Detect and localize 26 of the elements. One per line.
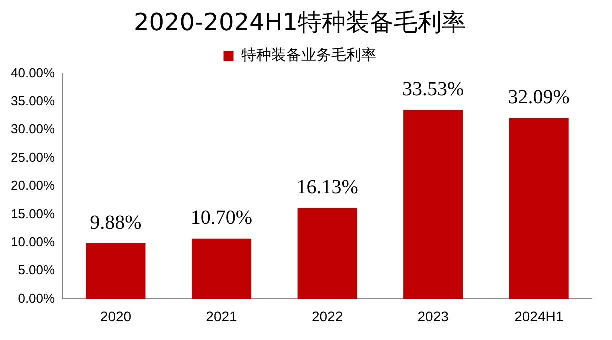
legend-label: 特种装备业务毛利率 bbox=[241, 46, 376, 64]
x-tick-label: 2022 bbox=[312, 308, 344, 324]
text: 16.13% bbox=[296, 176, 358, 199]
bar bbox=[298, 208, 358, 300]
x-tick-label: 2024H1 bbox=[514, 308, 564, 324]
text: 9.88% bbox=[90, 212, 142, 234]
bar bbox=[404, 110, 464, 300]
y-tick-label: 25.00% bbox=[10, 150, 56, 165]
text: 10.70% bbox=[190, 207, 253, 230]
y-tick-label: 20.00% bbox=[10, 178, 56, 194]
bar bbox=[86, 244, 146, 300]
text: 33.53% bbox=[402, 78, 464, 101]
text: 32.09% bbox=[508, 86, 570, 109]
bar bbox=[192, 238, 252, 300]
x-tick-label: 2023 bbox=[418, 308, 450, 324]
y-tick-label: 5.00% bbox=[18, 262, 56, 278]
y-tick-label: 0.00% bbox=[18, 290, 56, 306]
bar bbox=[509, 118, 569, 300]
y-tick-label: 30.00% bbox=[10, 122, 56, 137]
y-tick-label: 40.00% bbox=[10, 65, 56, 80]
y-tick-label: 15.00% bbox=[10, 206, 56, 222]
x-tick-label: 2020 bbox=[100, 308, 132, 324]
y-tick-label: 10.00% bbox=[10, 234, 56, 250]
x-tick-label: 2021 bbox=[206, 308, 238, 324]
chart-title: 2020-2024H1特种装备毛利率 bbox=[134, 8, 466, 37]
y-tick-label: 35.00% bbox=[10, 94, 56, 109]
